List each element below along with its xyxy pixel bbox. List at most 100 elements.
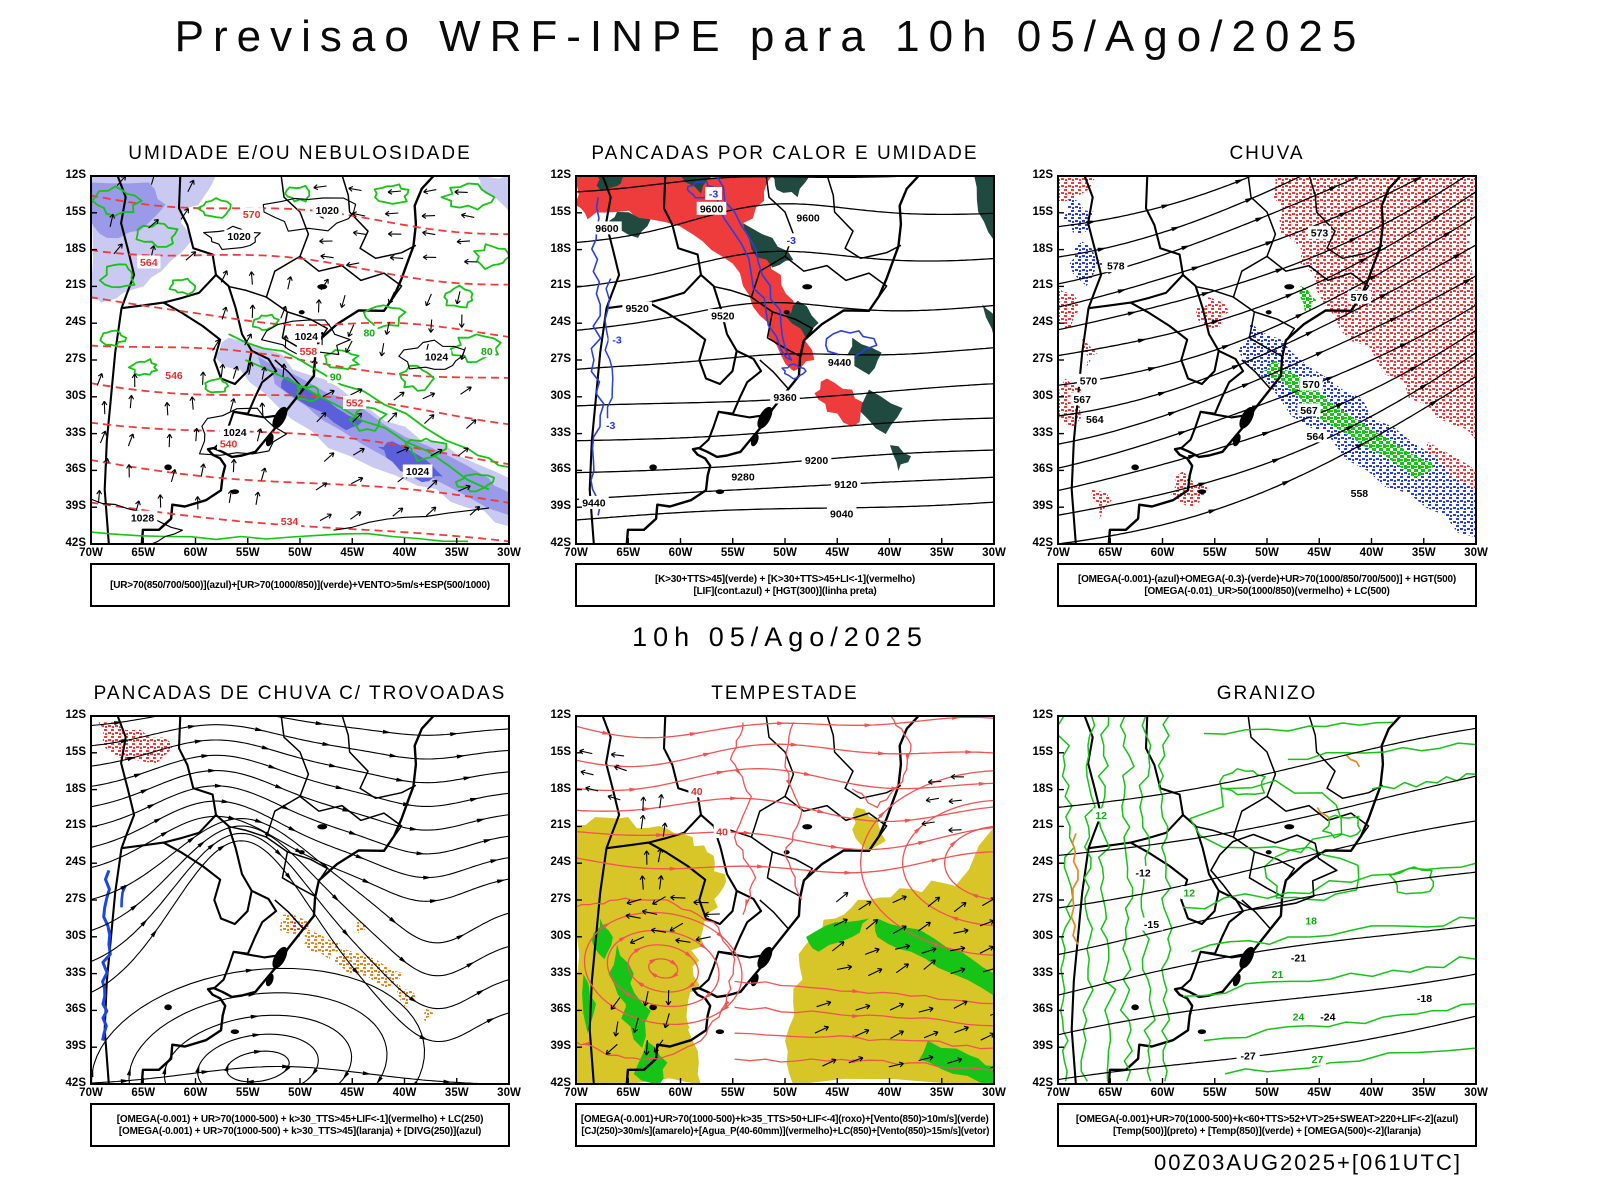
lon-tick-label: 45W [825, 547, 850, 559]
lon-tick-label: 65W [131, 1087, 156, 1099]
lat-tick-label: 39S [1032, 500, 1053, 513]
lat-tick-label: 39S [65, 1040, 86, 1053]
svg-text:546: 546 [165, 370, 183, 382]
lat-tick-label: 21S [1032, 279, 1053, 292]
panel-granizo: GRANIZO -12 -15 -21 -18 -24 -27 12 12 18 21 24 27 12… [1033, 683, 1488, 1147]
lat-tick-label: 27S [550, 893, 571, 905]
svg-text:-3: -3 [709, 189, 718, 201]
lon-tick-label: 40W [877, 547, 902, 559]
lat-tick-label: 36S [1032, 1003, 1053, 1016]
svg-text:552: 552 [346, 398, 364, 410]
lat-tick-label: 27S [1032, 893, 1053, 905]
caption-granizo: [OMEGA(-0.001)+UR>70(1000-500)+k<60+TTS>… [1057, 1103, 1477, 1147]
valid-time-label: 10h 05/Ago/2025 [632, 622, 928, 652]
caption-line: [OMEGA(-0.001) + UR>70(1000-500) + k>30_… [118, 1125, 482, 1137]
lat-tick-label: 42S [550, 1077, 571, 1089]
lat-tick-label: 12S [550, 709, 571, 721]
svg-text:576: 576 [1351, 292, 1369, 304]
lat-tick-label: 12S [65, 709, 86, 721]
lat-tick-label: 18S [1032, 242, 1053, 255]
panel-title-chuva: CHUVA [1229, 143, 1305, 164]
map-tempestade: 40 40 12S 15S 18S 21S 24S 27S 30S 33S 36S 39S 42S 70W… [551, 709, 1006, 1099]
lon-tick-label: 50W [773, 1087, 797, 1099]
lat-tick-label: 36S [1032, 463, 1053, 476]
lon-tick-label: 70W [564, 547, 588, 559]
lat-tick-label: 15S [65, 205, 86, 218]
lat-tick-label: 42S [550, 537, 571, 549]
svg-text:-15: -15 [1144, 919, 1159, 931]
model-run-label: 00Z03AUG2025+[061UTC] [1154, 1150, 1462, 1175]
lon-tick-label: 35W [929, 1087, 954, 1099]
lat-tick-label: 33S [1032, 966, 1053, 979]
lat-tick-label: 42S [65, 537, 86, 549]
svg-text:9200: 9200 [805, 455, 829, 467]
caption-line: [Temp(500)](preto) + [Temp(850)](verde) … [1113, 1125, 1421, 1137]
lat-tick-label: 27S [65, 353, 86, 365]
panel-title-pancadas-calor: PANCADAS POR CALOR E UMIDADE [591, 143, 979, 164]
page-title: Previsao WRF-INPE para 10h 05/Ago/2025 [174, 12, 1366, 61]
lat-tick-label: 33S [550, 966, 571, 979]
lon-tick-label: 30W [1464, 1087, 1488, 1099]
lon-tick-label: 50W [288, 1087, 312, 1099]
lon-tick-label: 65W [616, 547, 641, 559]
svg-text:9280: 9280 [731, 472, 755, 484]
svg-text:1024: 1024 [295, 331, 319, 343]
lat-tick-label: 30S [65, 929, 86, 942]
lon-tick-label: 50W [773, 547, 797, 559]
lat-tick-label: 39S [65, 500, 86, 513]
lat-tick-label: 21S [1032, 819, 1053, 832]
svg-text:-27: -27 [1241, 1050, 1256, 1062]
lat-tick-label: 12S [1032, 709, 1053, 721]
svg-text:9040: 9040 [830, 509, 854, 521]
svg-text:12: 12 [1095, 810, 1107, 822]
lat-tick-label: 24S [550, 856, 571, 869]
svg-text:9600: 9600 [796, 213, 820, 225]
lon-tick-label: 65W [1098, 1087, 1123, 1099]
lon-tick-label: 50W [288, 547, 312, 559]
svg-text:80: 80 [481, 346, 493, 358]
svg-text:9440: 9440 [582, 497, 606, 509]
lon-tick-label: 35W [1411, 1087, 1436, 1099]
lon-tick-label: 30W [1464, 547, 1488, 559]
lon-tick-label: 45W [1307, 1087, 1332, 1099]
caption-line: [CJ(250)>30m/s](amarelo)+[Agua_P(40-60mm… [581, 1125, 989, 1137]
map-trovoadas: 12S 15S 18S 21S 24S 27S 30S 33S 36S 39S 42S 70W 65W 6… [66, 709, 521, 1099]
lon-tick-label: 40W [392, 547, 417, 559]
lon-tick-label: 30W [982, 547, 1006, 559]
svg-text:21: 21 [1272, 969, 1284, 981]
svg-text:-12: -12 [1136, 867, 1151, 879]
lat-tick-label: 12S [1032, 169, 1053, 181]
caption-line: [OMEGA(-0.01)_UR>50(1000/850)(vermelho) … [1144, 585, 1390, 597]
lon-tick-label: 35W [444, 547, 469, 559]
caption-line: [K>30+TTS>45](verde) + [K>30+TTS>45+LI<-… [655, 573, 915, 585]
caption-line: [OMEGA(-0.001)+UR>70(1000-500)+k>35_TTS>… [581, 1113, 989, 1125]
svg-text:27: 27 [1312, 1054, 1324, 1066]
lat-tick-label: 42S [1032, 1077, 1053, 1089]
lat-tick-label: 27S [550, 353, 571, 365]
lon-tick-label: 50W [1255, 1087, 1279, 1099]
map-chuva: 573 576 578 570 567 564 570 567 564 558 12S 15S 18S 2… [1033, 169, 1488, 559]
svg-text:1020: 1020 [316, 205, 340, 217]
lon-tick-label: 30W [497, 1087, 521, 1099]
svg-text:540: 540 [220, 438, 238, 450]
svg-text:564: 564 [1086, 414, 1104, 426]
svg-text:-3: -3 [787, 235, 796, 247]
map-granizo: -12 -15 -21 -18 -24 -27 12 12 18 21 24 27 12S 15S 18S 2… [1033, 709, 1488, 1099]
svg-text:-3: -3 [606, 420, 615, 432]
panel-chuva: CHUVA 573 576 578 570 567 564 570 567 564 558 12S 1… [1033, 143, 1488, 607]
svg-text:1024: 1024 [406, 466, 430, 478]
lat-tick-label: 27S [1032, 353, 1053, 365]
svg-text:570: 570 [1302, 379, 1320, 391]
lon-tick-label: 70W [1046, 1087, 1070, 1099]
lon-tick-label: 45W [1307, 547, 1332, 559]
svg-text:570: 570 [243, 209, 261, 221]
caption-line: [OMEGA(-0.001)+UR>70(1000-500)+k<60+TTS>… [1075, 1113, 1459, 1125]
map-umidade: 1020 1020 1024 1024 1024 1024 1028 570 564 558 552… [66, 169, 521, 559]
lon-tick-label: 55W [1202, 1087, 1227, 1099]
lon-tick-label: 30W [982, 1087, 1006, 1099]
lat-tick-label: 15S [550, 205, 571, 218]
lon-tick-label: 55W [720, 547, 745, 559]
caption-line: [LIF](cont.azul) + [HGT(300)](linha pret… [693, 585, 877, 597]
svg-text:-21: -21 [1291, 952, 1306, 964]
svg-text:9600: 9600 [700, 203, 724, 215]
